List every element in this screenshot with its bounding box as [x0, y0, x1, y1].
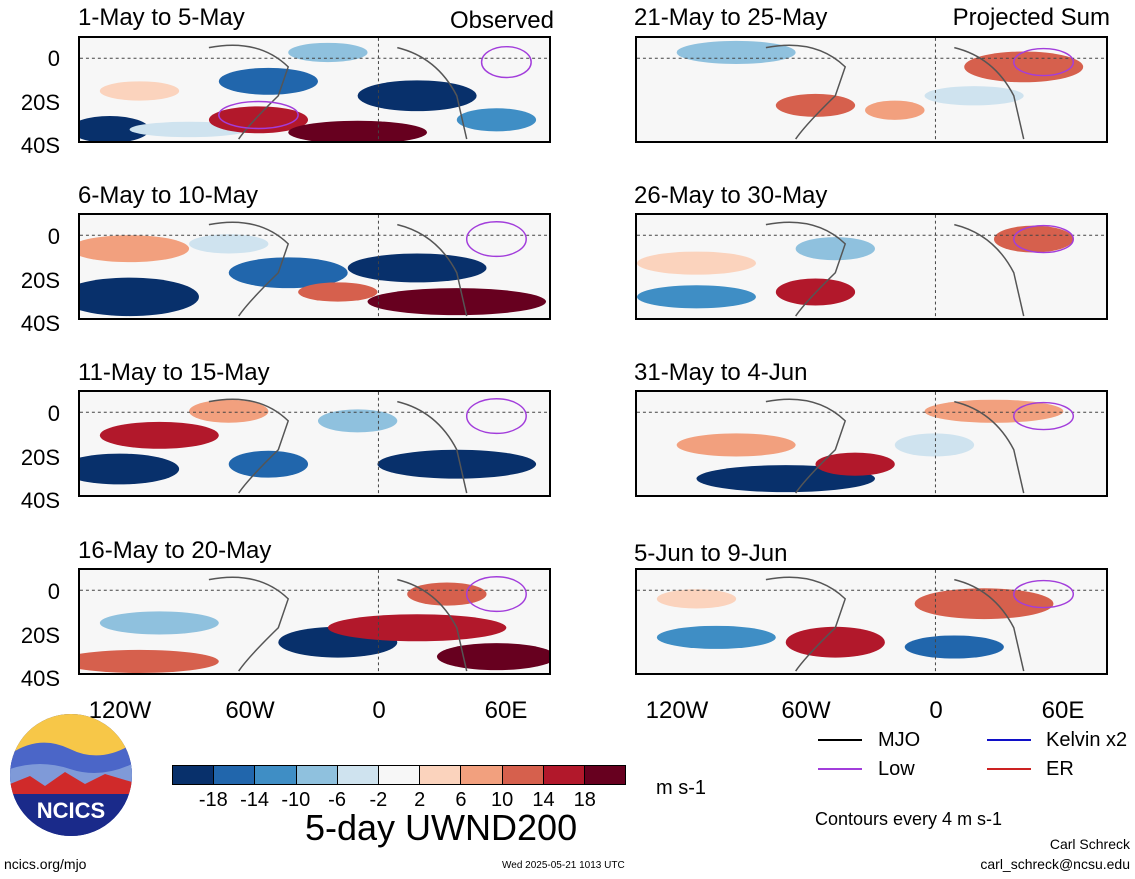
- lat-label-40s: 40S: [20, 488, 60, 513]
- lat-label-0: 0: [47, 401, 60, 426]
- map-panel-r2: [635, 213, 1108, 320]
- lon-label-120w: 120W: [88, 697, 152, 724]
- legend-mjo-line: [818, 739, 862, 741]
- projected-label: Projected Sum: [952, 4, 1110, 31]
- map-panel-l1: [78, 36, 551, 143]
- legend-low-line: [818, 768, 862, 770]
- panel-title-l4: 16-May to 20-May: [78, 537, 272, 564]
- colorbar-swatch: [584, 766, 626, 784]
- lon-label-120w: 120W: [645, 697, 709, 724]
- colorbar-label: 2: [414, 789, 426, 811]
- footer-timestamp: Wed 2025-05-21 1013 UTC: [502, 860, 625, 871]
- colorbar-label: -18: [198, 789, 228, 811]
- map-panel-r3: [635, 390, 1108, 497]
- lat-label-20s: 20S: [20, 445, 60, 470]
- lon-label-60w: 60W: [781, 697, 831, 724]
- colorbar-swatch: [420, 766, 462, 784]
- panel-title-l1: 1-May to 5-May: [78, 4, 245, 31]
- panel-title-r2: 26-May to 30-May: [634, 182, 828, 209]
- map-panel-l3: [78, 390, 551, 497]
- colorbar: [172, 765, 626, 785]
- legend-kelvin-line: [987, 739, 1031, 741]
- colorbar-swatch: [502, 766, 544, 784]
- colorbar-label: 18: [573, 789, 596, 811]
- lat-label-20s: 20S: [20, 90, 60, 115]
- lon-label-0: 0: [372, 697, 386, 724]
- colorbar-swatch: [173, 766, 215, 784]
- colorbar-label: 6: [455, 789, 467, 811]
- colorbar-label: -14: [240, 789, 269, 811]
- footer-url: ncics.org/mjo: [4, 856, 87, 872]
- colorbar-label: -10: [281, 789, 311, 811]
- legend-kelvin: Kelvin x2: [1046, 729, 1128, 751]
- colorbar-swatch: [378, 766, 421, 784]
- lon-label-0: 0: [929, 697, 943, 724]
- logo-text: NCICS: [36, 798, 106, 823]
- lat-label-0: 0: [47, 579, 60, 604]
- footer-email: carl_schreck@ncsu.edu: [980, 856, 1130, 872]
- map-panel-r4: [635, 568, 1108, 675]
- contours-note: Contours every 4 m s-1: [815, 809, 1003, 829]
- panel-title-r1: 21-May to 25-May: [634, 4, 828, 31]
- lat-label-20s: 20S: [20, 268, 60, 293]
- colorbar-label: 14: [532, 789, 555, 811]
- legend-low: Low: [878, 758, 915, 780]
- colorbar-swatch: [214, 766, 256, 784]
- legend-er: ER: [1046, 758, 1074, 780]
- colorbar-swatch: [461, 766, 503, 784]
- lon-label-60e: 60E: [1041, 697, 1085, 724]
- colorbar-swatch: [543, 766, 585, 784]
- lat-label-20s: 20S: [20, 623, 60, 648]
- panel-title-r4: 5-Jun to 9-Jun: [634, 540, 788, 567]
- legend-mjo: MJO: [878, 729, 921, 751]
- lon-label-60e: 60E: [484, 697, 528, 724]
- lat-label-0: 0: [47, 46, 60, 71]
- footer-author: Carl Schreck: [1049, 836, 1130, 852]
- colorbar-swatch: [296, 766, 338, 784]
- colorbar-swatch: [337, 766, 379, 784]
- panel-title-l3: 11-May to 15-May: [78, 359, 270, 386]
- colorbar-label: -2: [369, 789, 388, 811]
- lat-label-40s: 40S: [20, 311, 60, 336]
- lat-label-40s: 40S: [20, 133, 60, 158]
- colorbar-label: 10: [491, 789, 514, 811]
- lat-label-40s: 40S: [20, 666, 60, 691]
- observed-label: Observed: [449, 7, 554, 34]
- map-panel-r1: [635, 36, 1108, 143]
- colorbar-label: -6: [328, 789, 346, 811]
- ncics-logo: NCICS: [10, 714, 132, 836]
- main-title: 5-day UWND200: [305, 807, 578, 848]
- legend-er-line: [987, 768, 1031, 770]
- colorbar-units: m s-1: [656, 777, 706, 799]
- lon-label-60w: 60W: [225, 697, 275, 724]
- map-panel-l2: [78, 213, 551, 320]
- panel-title-l2: 6-May to 10-May: [78, 182, 259, 209]
- map-panel-l4: [78, 568, 551, 675]
- panel-title-r3: 31-May to 4-Jun: [634, 359, 808, 386]
- colorbar-swatch: [255, 766, 297, 784]
- lat-label-0: 0: [47, 224, 60, 249]
